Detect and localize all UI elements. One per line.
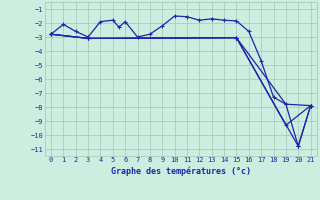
X-axis label: Graphe des températures (°c): Graphe des températures (°c) (111, 166, 251, 176)
